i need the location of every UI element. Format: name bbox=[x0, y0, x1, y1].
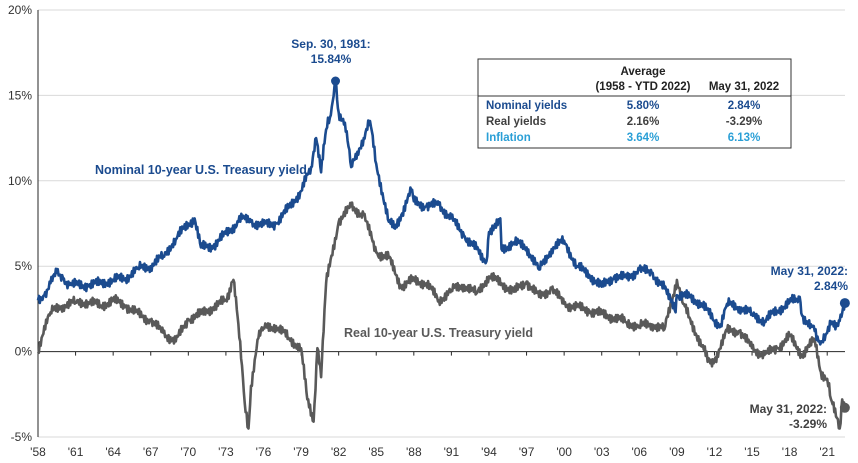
x-tick-label: '00 bbox=[556, 445, 572, 459]
y-tick-label: 5% bbox=[15, 259, 33, 273]
x-tick-label: '61 bbox=[68, 445, 84, 459]
peak-annotation-value: 15.84% bbox=[311, 52, 352, 66]
table-header-period: (1958 - YTD 2022) bbox=[595, 81, 690, 93]
table-row-label: Real yields bbox=[486, 116, 546, 128]
real-end-annotation-date: May 31, 2022: bbox=[750, 402, 827, 416]
y-tick-label: 15% bbox=[8, 88, 32, 102]
x-tick-label: '82 bbox=[331, 445, 347, 459]
table-row-average: 2.16% bbox=[627, 116, 660, 128]
x-tick-label: '18 bbox=[782, 445, 798, 459]
table-row-average: 3.64% bbox=[627, 132, 660, 144]
nominal-end-marker bbox=[839, 298, 850, 309]
x-tick-label: '21 bbox=[819, 445, 835, 459]
nominal-end-annotation-value: 2.84% bbox=[814, 279, 848, 293]
x-tick-label: '85 bbox=[368, 445, 384, 459]
x-tick-label: '06 bbox=[631, 445, 647, 459]
x-tick-label: '70 bbox=[181, 445, 197, 459]
nominal-end-annotation-date: May 31, 2022: bbox=[771, 264, 848, 278]
x-tick-label: '58 bbox=[30, 445, 46, 459]
table-row-latest: -3.29% bbox=[726, 116, 762, 128]
real-series-label: Real 10-year U.S. Treasury yield bbox=[344, 326, 533, 340]
table-row-average: 5.80% bbox=[627, 100, 660, 112]
peak-marker bbox=[331, 76, 341, 86]
table-row-label: Nominal yields bbox=[486, 100, 567, 112]
summary-table: Average (1958 - YTD 2022) May 31, 2022 N… bbox=[477, 58, 792, 149]
x-tick-label: '79 bbox=[293, 445, 309, 459]
x-tick-label: '94 bbox=[481, 445, 497, 459]
y-tick-label: 10% bbox=[8, 174, 32, 188]
real-yield-series-line bbox=[36, 201, 847, 430]
y-axis-ticks: 20% 15% 10% 5% 0% -5% bbox=[8, 3, 32, 444]
real-end-annotation-value: -3.29% bbox=[789, 417, 827, 431]
x-tick-label: '12 bbox=[707, 445, 723, 459]
x-tick-label: '64 bbox=[105, 445, 121, 459]
x-axis-ticks: '58 '61 '64 '67 '70 '73 '76 '79 '82 '85 '88 '91 '94 '… bbox=[30, 351, 835, 459]
x-tick-label: '15 bbox=[744, 445, 760, 459]
table-row-latest: 6.13% bbox=[728, 132, 761, 144]
peak-annotation-date: Sep. 30, 1981: bbox=[291, 37, 370, 51]
table-row-latest: 2.84% bbox=[728, 100, 761, 112]
y-tick-label: 20% bbox=[8, 3, 32, 17]
y-tick-label: 0% bbox=[15, 345, 33, 359]
x-tick-label: '76 bbox=[256, 445, 272, 459]
table-header-average: Average bbox=[621, 66, 666, 78]
y-tick-label: -5% bbox=[11, 430, 33, 444]
table-header-latest: May 31, 2022 bbox=[709, 81, 779, 93]
nominal-series-label: Nominal 10-year U.S. Treasury yield bbox=[95, 163, 307, 177]
x-tick-label: '97 bbox=[519, 445, 535, 459]
nominal-yield-series-line bbox=[36, 79, 847, 346]
x-tick-label: '67 bbox=[143, 445, 159, 459]
x-tick-label: '09 bbox=[669, 445, 685, 459]
x-tick-label: '03 bbox=[594, 445, 610, 459]
x-tick-label: '73 bbox=[218, 445, 234, 459]
table-row-label: Inflation bbox=[486, 132, 531, 144]
x-tick-label: '88 bbox=[406, 445, 422, 459]
x-tick-label: '91 bbox=[444, 445, 460, 459]
real-end-marker bbox=[839, 402, 850, 413]
